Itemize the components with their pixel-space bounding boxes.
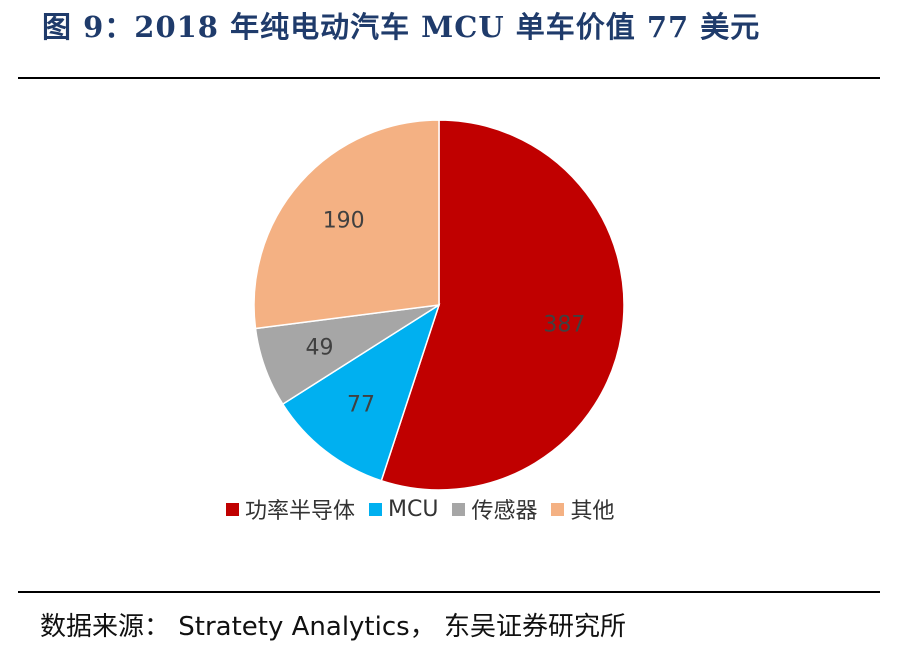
- legend-item-sensor: 传感器: [452, 493, 537, 525]
- pie-chart: 387 77 49 190: [253, 119, 625, 491]
- slice-data-label: 77: [347, 393, 375, 418]
- legend-swatch: [226, 502, 239, 516]
- source-note: 数据来源： Stratety Analytics， 东吴证券研究所: [40, 612, 626, 642]
- chart-legend: 功率半导体 MCU 传感器 其他: [226, 493, 615, 525]
- slice-data-label: 49: [306, 336, 334, 361]
- pie-slice-mcu: [281, 303, 441, 482]
- slice-data-label: 190: [323, 209, 365, 234]
- legend-item-other: 其他: [551, 493, 615, 525]
- slice-data-label: 387: [543, 313, 585, 338]
- pie-slice-power-semiconductor: [380, 119, 625, 491]
- pie-slice-other: [253, 119, 440, 330]
- legend-label: MCU: [388, 496, 439, 522]
- legend-swatch: [551, 502, 565, 516]
- legend-label: 功率半导体: [245, 499, 356, 524]
- bottom-rule: [18, 591, 880, 593]
- legend-label: 其他: [570, 499, 615, 524]
- legend-item-power-semiconductor: 功率半导体: [226, 493, 355, 525]
- legend-label: 传感器: [471, 499, 538, 524]
- legend-item-mcu: MCU: [369, 497, 438, 522]
- legend-swatch: [452, 502, 466, 516]
- legend-swatch: [369, 502, 383, 516]
- figure-title: 图 9：2018 年纯电动汽车 MCU 单车价值 77 美元: [42, 10, 761, 44]
- top-rule: [18, 77, 880, 79]
